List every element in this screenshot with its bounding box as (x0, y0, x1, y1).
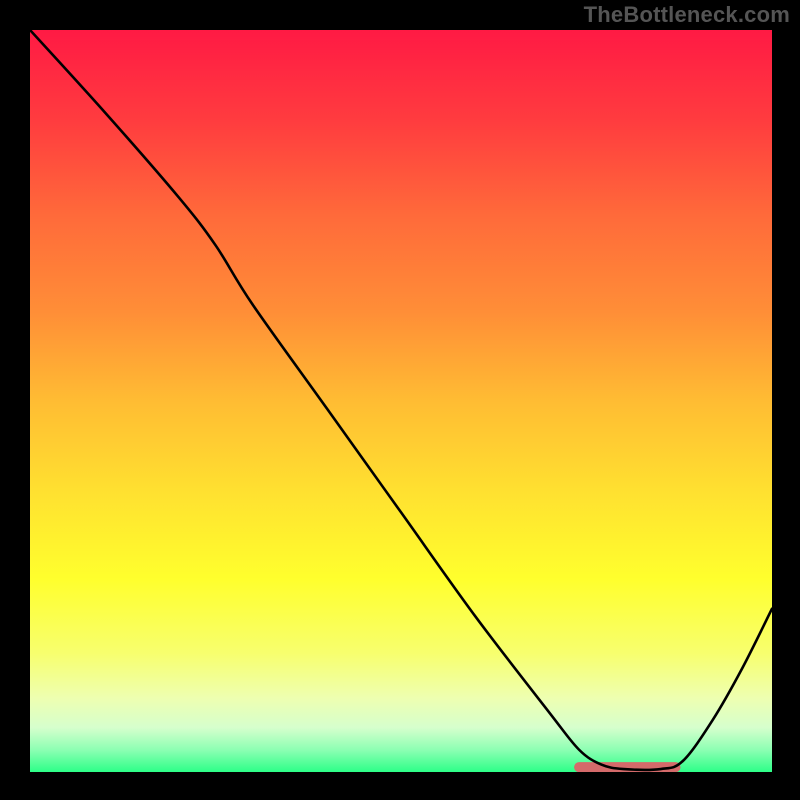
watermark-text: TheBottleneck.com (584, 2, 790, 28)
chart-plot-area (30, 30, 772, 772)
gradient-background (30, 30, 772, 772)
bottleneck-chart (30, 30, 772, 772)
